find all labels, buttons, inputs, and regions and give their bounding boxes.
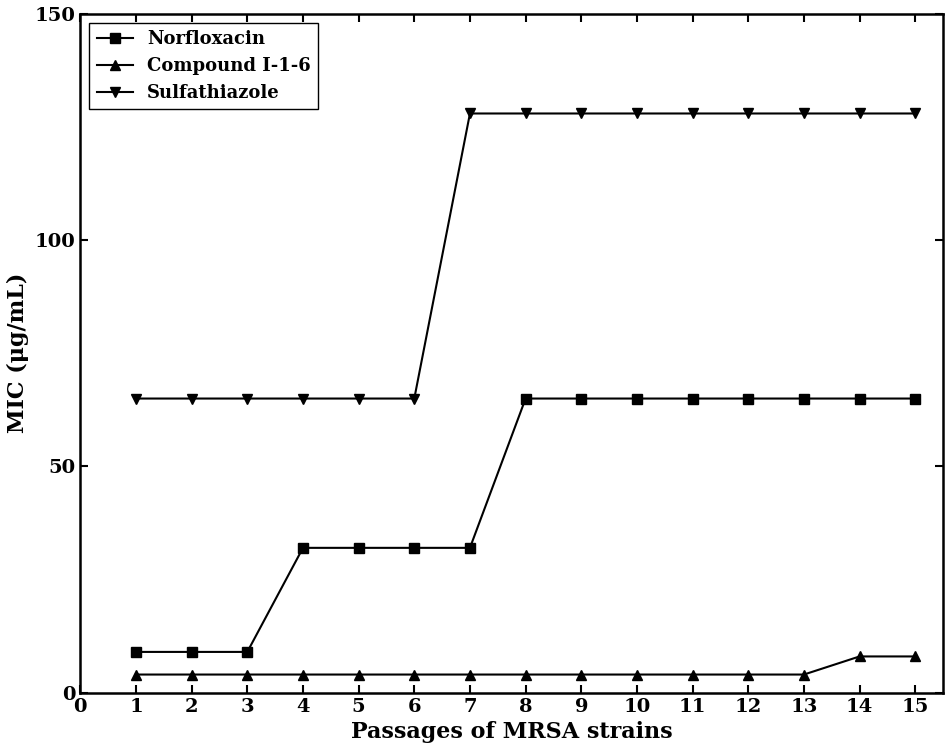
Compound I-1-6 <box>186 670 198 679</box>
Line: Compound I-1-6: Compound I-1-6 <box>131 652 921 680</box>
Norfloxacin <box>186 647 198 656</box>
Compound I-1-6 <box>909 652 921 661</box>
Y-axis label: MIC (μg/mL): MIC (μg/mL) <box>7 273 29 434</box>
Norfloxacin <box>520 394 531 403</box>
Sulfathiazole <box>353 394 365 403</box>
Sulfathiazole <box>465 109 476 118</box>
Norfloxacin <box>408 543 420 552</box>
Compound I-1-6 <box>743 670 754 679</box>
Legend: Norfloxacin, Compound I-1-6, Sulfathiazole: Norfloxacin, Compound I-1-6, Sulfathiazo… <box>89 23 318 110</box>
Sulfathiazole <box>241 394 253 403</box>
Norfloxacin <box>130 647 142 656</box>
Norfloxacin <box>465 543 476 552</box>
Compound I-1-6 <box>241 670 253 679</box>
Line: Sulfathiazole: Sulfathiazole <box>131 109 921 404</box>
Sulfathiazole <box>687 109 698 118</box>
Norfloxacin <box>909 394 921 403</box>
Compound I-1-6 <box>687 670 698 679</box>
Sulfathiazole <box>297 394 309 403</box>
Sulfathiazole <box>631 109 642 118</box>
X-axis label: Passages of MRSA strains: Passages of MRSA strains <box>351 721 673 743</box>
Sulfathiazole <box>186 394 198 403</box>
Norfloxacin <box>743 394 754 403</box>
Compound I-1-6 <box>854 652 865 661</box>
Norfloxacin <box>297 543 309 552</box>
Norfloxacin <box>798 394 809 403</box>
Compound I-1-6 <box>798 670 809 679</box>
Norfloxacin <box>631 394 642 403</box>
Norfloxacin <box>687 394 698 403</box>
Sulfathiazole <box>408 394 420 403</box>
Norfloxacin <box>353 543 365 552</box>
Compound I-1-6 <box>631 670 642 679</box>
Sulfathiazole <box>909 109 921 118</box>
Norfloxacin <box>241 647 253 656</box>
Sulfathiazole <box>798 109 809 118</box>
Norfloxacin <box>576 394 587 403</box>
Line: Norfloxacin: Norfloxacin <box>131 394 921 657</box>
Norfloxacin <box>854 394 865 403</box>
Sulfathiazole <box>576 109 587 118</box>
Compound I-1-6 <box>520 670 531 679</box>
Compound I-1-6 <box>130 670 142 679</box>
Compound I-1-6 <box>353 670 365 679</box>
Compound I-1-6 <box>465 670 476 679</box>
Sulfathiazole <box>520 109 531 118</box>
Sulfathiazole <box>743 109 754 118</box>
Sulfathiazole <box>130 394 142 403</box>
Sulfathiazole <box>854 109 865 118</box>
Compound I-1-6 <box>408 670 420 679</box>
Compound I-1-6 <box>297 670 309 679</box>
Compound I-1-6 <box>576 670 587 679</box>
